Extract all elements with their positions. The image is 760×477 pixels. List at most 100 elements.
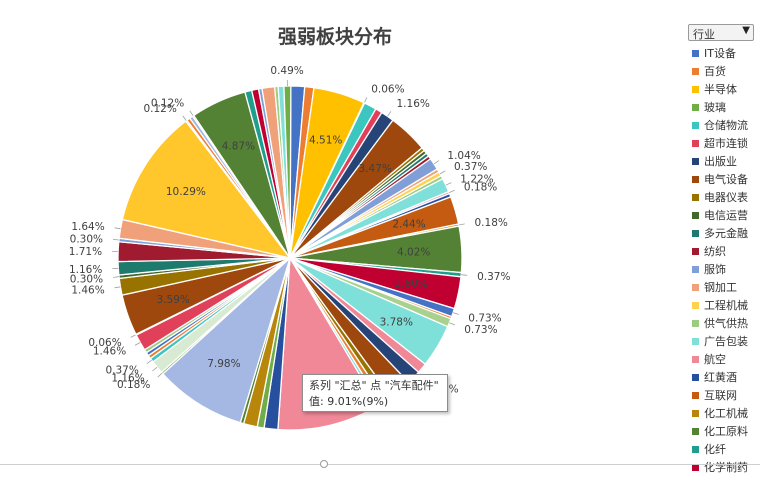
legend-label: 红黄酒 (704, 371, 737, 384)
leader-line (449, 323, 455, 325)
legend-swatch-icon (692, 392, 699, 399)
slice-data-label: 3.78% (380, 317, 413, 329)
legend-item[interactable]: 红黄酒 (692, 369, 748, 387)
legend-swatch-icon (692, 410, 699, 417)
leader-line (364, 97, 367, 103)
scroll-handle[interactable] (320, 460, 328, 468)
legend-item[interactable]: 钢加工 (692, 279, 748, 297)
legend-label: 钢加工 (704, 281, 737, 294)
leader-line (190, 111, 193, 116)
legend-label: 化学制药 (704, 461, 748, 474)
leader-line (434, 161, 439, 164)
leader-line (113, 239, 119, 240)
leader-line (388, 111, 391, 116)
legend-item[interactable]: 多元金融 (692, 225, 748, 243)
legend-label: 工程机械 (704, 299, 748, 312)
legend-label: 广告包装 (704, 335, 748, 348)
legend-swatch-icon (692, 176, 699, 183)
legend-item[interactable]: 航空 (692, 351, 748, 369)
legend-label: IT设备 (704, 47, 736, 60)
slice-data-label: 1.71% (69, 246, 102, 258)
legend-label: 仓储物流 (704, 119, 748, 132)
leader-line (183, 116, 187, 121)
slice-data-label: 0.06% (88, 337, 121, 349)
legend-label: 供气供热 (704, 317, 748, 330)
legend-item[interactable]: 服饰 (692, 261, 748, 279)
dropdown-arrow-icon[interactable]: ▼ (742, 25, 750, 36)
slice-data-label: 3.59% (157, 294, 190, 306)
legend-swatch-icon (692, 356, 699, 363)
legend-item[interactable]: 半导体 (692, 81, 748, 99)
legend-item[interactable]: 玻璃 (692, 99, 748, 117)
leader-line (158, 373, 163, 377)
legend-swatch-icon (692, 194, 699, 201)
legend-label: 服饰 (704, 263, 726, 276)
slice-data-label: 1.64% (71, 221, 104, 233)
slice-data-label: 4.02% (397, 247, 430, 259)
legend-swatch-icon (692, 266, 699, 273)
legend-swatch-icon (692, 50, 699, 57)
data-tooltip: 系列 "汇总" 点 "汽车配件" 值: 9.01%(9%) (302, 374, 448, 412)
slice-data-label: 4.87% (222, 140, 255, 152)
leader-line (459, 224, 465, 225)
legend-item[interactable]: 超市连锁 (692, 135, 748, 153)
legend-item[interactable]: 出版业 (692, 153, 748, 171)
legend-swatch-icon (692, 446, 699, 453)
legend-label: 玻璃 (704, 101, 726, 114)
slice-data-label: 1.46% (71, 285, 104, 297)
slice-data-label: 7.98% (207, 358, 240, 370)
legend-swatch-icon (692, 230, 699, 237)
slice-data-label: 2.44% (392, 219, 425, 231)
legend-label: 化工原料 (704, 425, 748, 438)
legend-swatch-icon (692, 122, 699, 129)
legend-item[interactable]: 电器仪表 (692, 189, 748, 207)
legend-label: 化纤 (704, 443, 726, 456)
legend-label: 化工机械 (704, 407, 748, 420)
slice-data-label: 2.80% (395, 278, 428, 290)
slice-data-label: 1.16% (397, 98, 430, 110)
tooltip-series-line: 系列 "汇总" 点 "汽车配件" (309, 378, 447, 394)
legend-item[interactable]: IT设备 (692, 45, 748, 63)
leader-line (461, 275, 467, 276)
legend-item[interactable]: 供气供热 (692, 315, 748, 333)
leader-line (131, 335, 136, 338)
slice-data-label: 0.37% (454, 161, 487, 173)
legend-item[interactable]: 百货 (692, 63, 748, 81)
leader-line (440, 171, 445, 174)
legend-swatch-icon (692, 86, 699, 93)
legend-label: 电器仪表 (704, 191, 748, 204)
legend-label: 航空 (704, 353, 726, 366)
legend-label: 电信运营 (704, 209, 748, 222)
legend-item[interactable]: 纺织 (692, 243, 748, 261)
legend-item[interactable]: 化工原料 (692, 423, 748, 441)
legend-item[interactable]: 化学制药 (692, 459, 748, 477)
legend-label: 互联网 (704, 389, 737, 402)
slice-data-label: 0.49% (270, 65, 303, 77)
legend-filter-dropdown[interactable]: 行业 ▼ (688, 24, 754, 41)
leader-line (446, 183, 452, 186)
legend-item[interactable]: 广告包装 (692, 333, 748, 351)
slice-data-label: 0.18% (475, 217, 508, 229)
legend-item[interactable]: 工程机械 (692, 297, 748, 315)
legend-swatch-icon (692, 284, 699, 291)
legend-swatch-icon (692, 68, 699, 75)
legend-label: 超市连锁 (704, 137, 748, 150)
legend-item[interactable]: 电信运营 (692, 207, 748, 225)
legend-swatch-icon (692, 302, 699, 309)
leader-line (453, 313, 459, 315)
legend-label: 百货 (704, 65, 726, 78)
legend-item[interactable]: 仓储物流 (692, 117, 748, 135)
legend-item[interactable]: 电气设备 (692, 171, 748, 189)
legend-swatch-icon (692, 212, 699, 219)
legend-item[interactable]: 化工机械 (692, 405, 748, 423)
tooltip-value-line: 值: 9.01%(9%) (309, 394, 447, 410)
slice-data-label: 0.73% (464, 324, 497, 336)
slice-data-label: 0.30% (70, 233, 103, 245)
legend-item[interactable]: 互联网 (692, 387, 748, 405)
slice-data-label: 3.47% (359, 163, 392, 175)
legend-swatch-icon (692, 374, 699, 381)
scroll-track (0, 464, 760, 465)
legend: IT设备百货半导体玻璃仓储物流超市连锁出版业电气设备电器仪表电信运营多元金融纺织… (692, 45, 748, 477)
legend-item[interactable]: 化纤 (692, 441, 748, 459)
slice-data-label: 0.37% (477, 271, 510, 283)
